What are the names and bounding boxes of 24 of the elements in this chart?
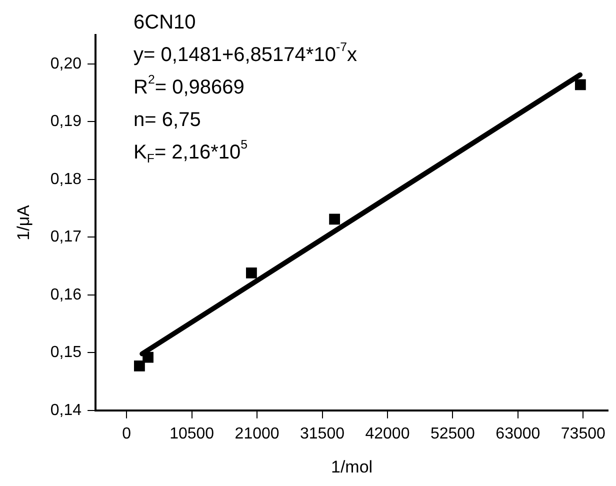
y-tick-label: 0,19	[50, 113, 82, 130]
point	[329, 214, 340, 225]
annotation: n= 6,75	[134, 109, 201, 132]
y-tick-label: 0,17	[50, 228, 82, 246]
y-tick-label: 0,15	[50, 344, 82, 362]
y-tick-label: 0,16	[50, 286, 82, 304]
x-tick-label: 10500	[170, 425, 214, 442]
x-tick-label: 21000	[234, 425, 280, 442]
y-tick-label: 0,18	[50, 170, 82, 188]
y-tick-label: 0,14	[50, 402, 82, 419]
x-tick-label: 63000	[496, 425, 540, 442]
x-axis-title: 1/mol	[330, 457, 373, 476]
x-tick-label: 73500	[560, 425, 606, 442]
point	[142, 352, 154, 363]
point	[574, 79, 586, 90]
y-axis-title: 1/μA	[14, 204, 33, 240]
x-tick-label: 0	[122, 425, 132, 442]
x-tick-label: 42000	[365, 425, 410, 442]
y-tick-label: 0,20	[50, 55, 82, 72]
x-tick-label: 31500	[300, 425, 345, 442]
point	[134, 360, 145, 372]
point	[246, 267, 257, 278]
x-tick-label: 52500	[430, 425, 476, 442]
text: 6CN10	[134, 12, 196, 34]
